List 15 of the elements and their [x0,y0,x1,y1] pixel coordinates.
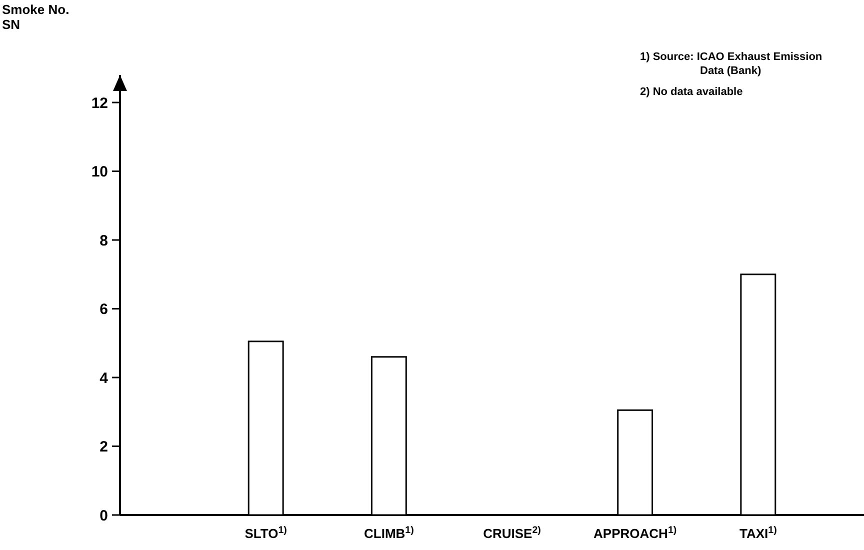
x-tick-label: CRUISE$^{2)}$ [483,524,541,541]
y-axis-title: Smoke No. SN [2,2,70,32]
y-tick-label: 2 [100,438,108,456]
annotation: 2) No data available [640,86,743,98]
y-tick-label: 6 [100,301,108,318]
y-tick-label: 10 [91,164,108,180]
y-tick-label: 8 [100,232,108,250]
x-tick-label: TAXI$^{1)}$ [739,524,777,541]
x-tick-label: CLIMB$^{1)}$ [364,524,414,541]
annotation: 1) Source: ICAO Exhaust Emission Data (Bank) [640,51,822,77]
x-tick-label: SLTO$^{1)}$ [244,524,287,541]
y-tick-label: 4 [100,370,109,387]
y-tick-label: 12 [91,94,108,112]
x-tick-label: APPROACH$^{1)}$ [594,524,677,541]
y-tick-label: 0 [100,507,108,524]
